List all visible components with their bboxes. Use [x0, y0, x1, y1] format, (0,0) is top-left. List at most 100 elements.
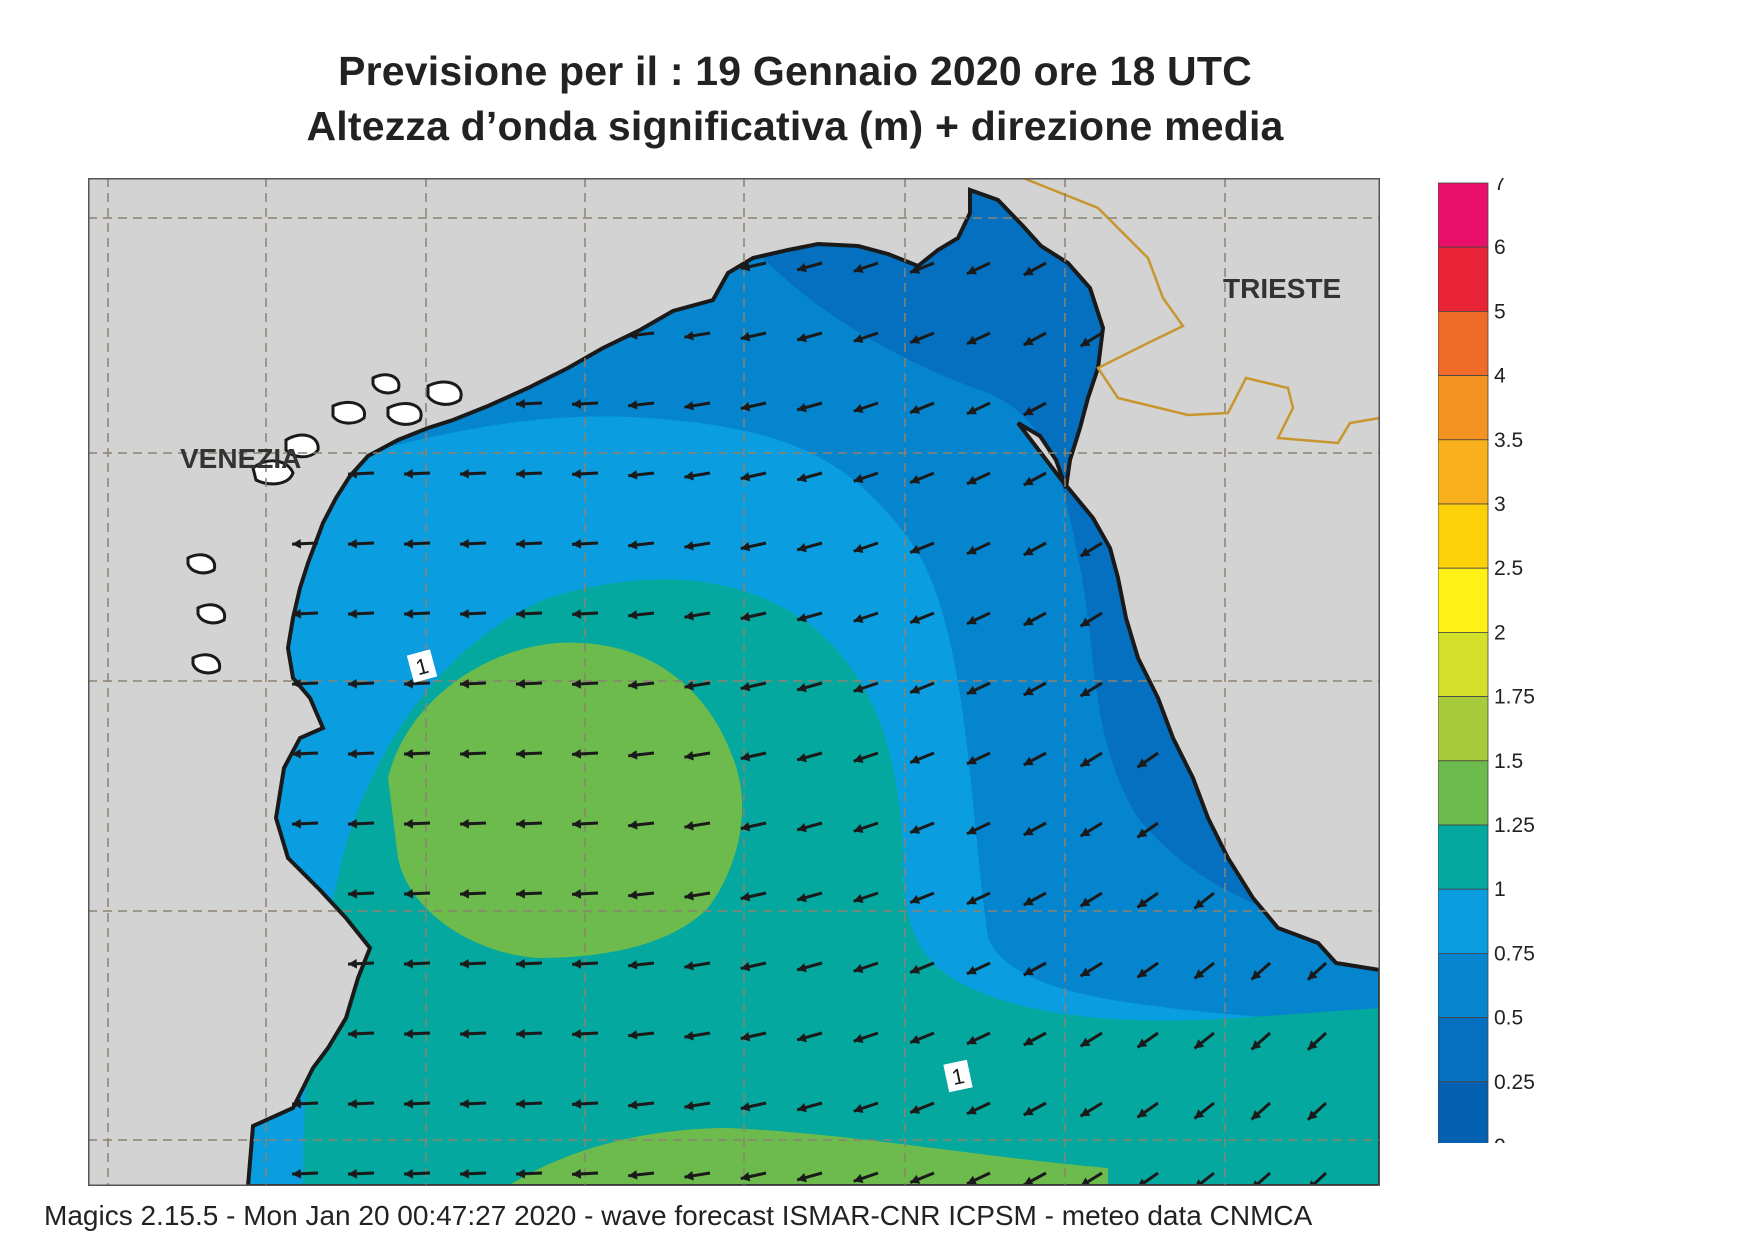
direction-arrowhead: [910, 404, 921, 414]
direction-arrowhead: [348, 468, 358, 479]
direction-arrowhead: [797, 402, 807, 413]
direction-arrowhead: [684, 1101, 694, 1111]
direction-arrowhead: [572, 749, 582, 759]
direction-arrowhead: [740, 402, 751, 412]
direction-arrowhead: [1080, 827, 1091, 837]
direction-arrowhead: [797, 612, 807, 623]
direction-arrowhead: [910, 684, 921, 694]
color-scale-legend: 7 6 5 4 3.5 3 2.5 2 1.75 1.5 1.25 1 0.75 0.5 0.25 0: [1438, 178, 1535, 1143]
legend-swatch: [1438, 696, 1489, 762]
direction-arrowhead: [1023, 756, 1034, 766]
direction-arrowhead: [853, 753, 864, 763]
direction-arrowhead: [572, 1169, 582, 1179]
city-label-venezia: VENEZIA: [180, 443, 301, 474]
direction-arrowhead: [1251, 970, 1262, 980]
legend-swatch: [1438, 375, 1489, 441]
direction-arrowhead: [1023, 266, 1034, 276]
direction-arrowhead: [628, 330, 638, 340]
direction-arrowhead: [853, 1103, 864, 1113]
direction-arrowhead: [1137, 968, 1148, 978]
direction-arrowhead: [1023, 406, 1034, 416]
direction-arrowhead: [910, 264, 921, 274]
direction-arrowhead: [628, 680, 638, 690]
direction-arrowhead: [1137, 1108, 1148, 1118]
direction-arrowhead: [572, 1099, 582, 1109]
direction-arrowhead: [853, 1033, 864, 1043]
direction-arrowhead: [628, 610, 638, 620]
direction-arrowhead: [460, 958, 470, 969]
direction-arrowhead: [910, 1104, 921, 1114]
direction-arrowhead: [628, 1170, 638, 1180]
direction-arrowhead: [966, 825, 977, 835]
direction-arrowhead: [628, 750, 638, 760]
direction-arrowhead: [1137, 898, 1148, 908]
direction-arrowhead: [684, 681, 694, 691]
direction-arrow: [1309, 1171, 1328, 1186]
direction-arrowhead: [460, 1028, 470, 1039]
direction-arrowhead: [853, 613, 864, 623]
wave-height-map: 1 1 VENEZIA TRIESTE: [88, 178, 1380, 1186]
direction-arrowhead: [516, 1168, 526, 1179]
direction-arrowhead: [404, 888, 414, 899]
direction-arrowhead: [740, 1172, 751, 1182]
direction-arrowhead: [1137, 758, 1148, 768]
direction-arrowhead: [797, 682, 807, 693]
direction-arrowhead: [1023, 1036, 1034, 1046]
direction-arrowhead: [572, 1029, 582, 1039]
direction-arrowhead: [628, 540, 638, 550]
direction-arrowhead: [404, 468, 414, 479]
direction-arrowhead: [404, 678, 414, 689]
direction-arrowhead: [348, 1098, 358, 1109]
direction-arrowhead: [292, 1168, 302, 1179]
direction-arrowhead: [966, 615, 977, 625]
graticule: [88, 178, 1380, 1186]
direction-arrowhead: [516, 678, 526, 689]
direction-arrowhead: [684, 541, 694, 551]
direction-arrowhead: [740, 332, 751, 342]
direction-arrowhead: [684, 331, 694, 341]
direction-arrowhead: [740, 752, 751, 762]
legend-swatch: [1438, 567, 1489, 633]
legend-label: 0.75: [1494, 942, 1535, 965]
direction-arrowhead: [1023, 336, 1034, 346]
direction-arrowhead: [797, 892, 807, 903]
direction-arrowhead: [1307, 970, 1318, 980]
legend-label: 1.75: [1494, 686, 1535, 709]
direction-arrowhead: [1195, 1179, 1204, 1186]
direction-arrowhead: [853, 963, 864, 973]
footer-credits: Magics 2.15.5 - Mon Jan 20 00:47:27 2020…: [44, 1200, 1313, 1231]
direction-arrowhead: [1080, 1037, 1091, 1047]
direction-arrowhead: [797, 962, 807, 973]
direction-arrowhead: [684, 961, 694, 971]
direction-arrowhead: [684, 611, 694, 621]
legend-swatch: [1438, 888, 1489, 954]
legend-swatch: [1438, 824, 1489, 890]
direction-arrowhead: [572, 889, 582, 899]
direction-arrowhead: [292, 538, 302, 549]
direction-arrowhead: [1080, 967, 1091, 977]
direction-arrowhead: [460, 818, 470, 829]
direction-arrowhead: [684, 1031, 694, 1041]
direction-arrowhead: [516, 888, 526, 899]
direction-arrowhead: [740, 262, 751, 272]
direction-arrowhead: [1251, 1110, 1262, 1120]
direction-arrowhead: [1307, 1040, 1318, 1050]
direction-arrowhead: [292, 818, 302, 829]
direction-arrowhead: [1023, 1176, 1034, 1186]
direction-arrowhead: [1080, 337, 1091, 347]
direction-arrowhead: [572, 819, 582, 829]
direction-arrowhead: [292, 1098, 302, 1109]
legend-label: 6: [1494, 236, 1506, 259]
direction-arrowhead: [740, 962, 751, 972]
direction-arrowhead: [1251, 1040, 1262, 1050]
direction-arrowhead: [460, 1098, 470, 1109]
legend-swatch: [1438, 310, 1489, 376]
direction-arrowhead: [966, 335, 977, 345]
direction-arrowhead: [1023, 686, 1034, 696]
legend-swatch: [1438, 246, 1489, 312]
direction-arrowhead: [348, 748, 358, 759]
direction-arrowhead: [853, 403, 864, 413]
legend-swatch: [1438, 182, 1489, 248]
direction-arrowhead: [404, 608, 414, 619]
direction-arrowhead: [797, 1172, 807, 1183]
